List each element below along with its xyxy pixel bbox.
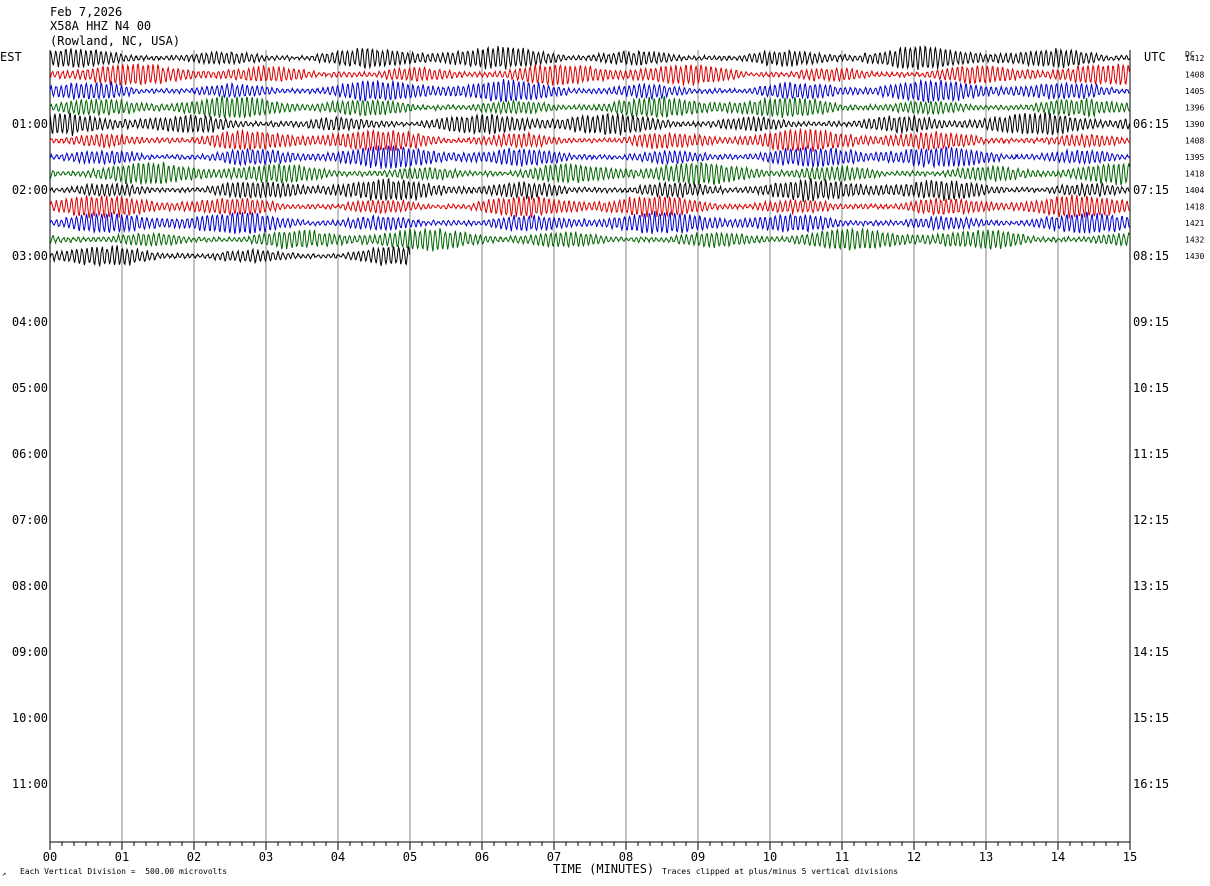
x-axis-title: TIME (MINUTES)	[553, 862, 655, 876]
axis-labels: 00 01 02 03 04 05 06 07 08 09 10 11 12 13 14 15 01:00 02:…	[12, 54, 1205, 864]
x-tick-label: 00	[43, 850, 57, 864]
utc-hour-label: 13:15	[1133, 579, 1169, 593]
x-tick-label: 14	[1051, 850, 1065, 864]
dc-offset-value: 1405	[1185, 87, 1204, 96]
seismic-trace-line	[49, 62, 1130, 86]
x-tick-label: 08	[619, 850, 633, 864]
seismic-trace-line	[49, 227, 1130, 252]
dc-label: DC	[1185, 50, 1195, 59]
est-hour-label: 04:00	[12, 315, 48, 329]
utc-hour-label: 10:15	[1133, 381, 1169, 395]
clip-note: Traces clipped at plus/minus 5 vertical …	[662, 867, 899, 876]
seismic-trace-line	[49, 144, 1130, 170]
x-tick-label: 15	[1123, 850, 1137, 864]
seismic-traces	[49, 45, 1130, 267]
est-hour-label: 07:00	[12, 513, 48, 527]
utc-hour-label: 12:15	[1133, 513, 1169, 527]
plot-date: Feb 7,2026	[50, 5, 123, 19]
x-tick-label: 07	[547, 850, 561, 864]
station-id: X58A HHZ N4 00	[50, 19, 152, 33]
x-tick-label: 04	[331, 850, 345, 864]
dc-offset-value: 1408	[1185, 137, 1204, 146]
dc-offset-value: 1421	[1185, 219, 1204, 228]
utc-hour-label: 15:15	[1133, 711, 1169, 725]
right-timezone-label: UTC	[1144, 50, 1166, 64]
vertical-scale-note: Each Vertical Division = 500.00 microvol…	[20, 867, 228, 876]
x-tick-label: 03	[259, 850, 273, 864]
left-timezone-label: EST	[0, 50, 22, 64]
x-tick-label: 06	[475, 850, 489, 864]
seismic-trace-line	[49, 177, 1130, 203]
seismic-trace-line	[49, 245, 411, 267]
est-hour-label: 02:00	[12, 183, 48, 197]
utc-hour-label: 07:15	[1133, 183, 1169, 197]
dc-offset-value: 1395	[1185, 153, 1204, 162]
est-hour-label: 09:00	[12, 645, 48, 659]
est-hour-label: 03:00	[12, 249, 48, 263]
seismic-trace-line	[49, 161, 1130, 186]
utc-hour-label: 16:15	[1133, 777, 1169, 791]
dc-offset-value: 1412	[1185, 54, 1204, 63]
dc-offset-value: 1430	[1185, 252, 1204, 261]
x-tick-label: 10	[763, 850, 777, 864]
seismic-trace-line	[49, 194, 1130, 219]
dc-offset-value: 1432	[1185, 236, 1204, 245]
est-hour-label: 11:00	[12, 777, 48, 791]
x-tick-label: 12	[907, 850, 921, 864]
x-tick-label: 01	[115, 850, 129, 864]
dc-offset-value: 1418	[1185, 170, 1204, 179]
utc-hour-label: 14:15	[1133, 645, 1169, 659]
dc-offset-value: 1404	[1185, 186, 1204, 195]
seismic-trace-line	[49, 111, 1130, 137]
est-hour-label: 01:00	[12, 117, 48, 131]
seismic-trace-line	[49, 128, 1130, 152]
dc-offset-value: 1396	[1185, 104, 1204, 113]
utc-hour-label: 09:15	[1133, 315, 1169, 329]
x-tick-label: 11	[835, 850, 849, 864]
utc-hour-label: 11:15	[1133, 447, 1169, 461]
dc-offset-value: 1418	[1185, 203, 1204, 212]
utc-hour-label: 08:15	[1133, 249, 1169, 263]
x-tick-label: 09	[691, 850, 705, 864]
corner-arrow-icon: ↗	[2, 870, 7, 878]
est-hour-label: 06:00	[12, 447, 48, 461]
utc-hour-label: 06:15	[1133, 117, 1169, 131]
x-tick-label: 13	[979, 850, 993, 864]
est-hour-label: 08:00	[12, 579, 48, 593]
seismic-trace-line	[49, 210, 1130, 235]
dc-offset-value: 1408	[1185, 71, 1204, 80]
station-location: (Rowland, NC, USA)	[50, 34, 181, 48]
est-hour-label: 05:00	[12, 381, 48, 395]
seismic-trace-line	[49, 95, 1130, 120]
seismic-trace-line	[49, 78, 1130, 103]
est-hour-label: 10:00	[12, 711, 48, 725]
x-tick-label: 05	[403, 850, 417, 864]
dc-offset-value: 1390	[1185, 120, 1204, 129]
x-tick-label: 02	[187, 850, 201, 864]
seismic-trace-line	[49, 45, 1130, 71]
